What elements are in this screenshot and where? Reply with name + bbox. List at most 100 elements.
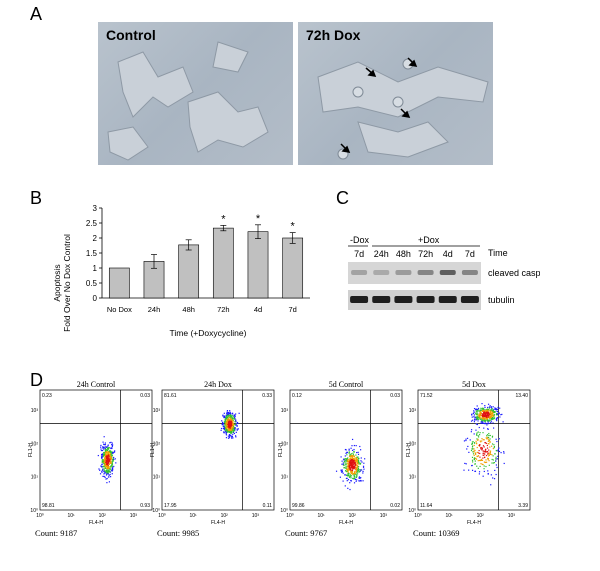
y-tick-label: 1 (93, 264, 98, 273)
y-tick-label: 1.5 (86, 249, 98, 258)
arrow-icon (407, 57, 418, 67)
blot-row-tubulin: tubulin (488, 295, 515, 305)
y-tick-label: 10³ (281, 408, 289, 414)
x-tick-label: 10² (99, 513, 107, 519)
micrograph-72h-dox: 72h Dox (298, 22, 493, 165)
y-tick-label: 3 (93, 204, 98, 213)
quadrant-percent: 0.11 (263, 503, 273, 509)
x-tick-label: 10³ (508, 513, 516, 519)
bar (212, 227, 234, 299)
band-caspase (461, 270, 478, 275)
flow-xlabel: FL4-H (211, 520, 225, 526)
y-tick-label: 10² (31, 441, 39, 447)
error-bar (151, 254, 157, 269)
arrow-icon (365, 67, 377, 77)
y-tick-label: 0.5 (86, 279, 98, 288)
arrow-icon (400, 108, 411, 118)
x-tick-label: 10² (349, 513, 357, 519)
flow-xlabel: FL4-H (339, 520, 353, 526)
x-tick-label: 10³ (380, 513, 388, 519)
quadrant-percent: 99.86 (292, 503, 305, 509)
blot-group-minus: -Dox (350, 235, 370, 245)
x-tick-label: 10⁰ (286, 513, 294, 519)
error-bar (255, 224, 261, 239)
quadrant-percent: 0.23 (42, 393, 52, 399)
y-tick-label: 10² (281, 441, 289, 447)
x-tick-label: 10² (221, 513, 229, 519)
blot-group-plus: +Dox (418, 235, 440, 245)
panel-a-letter: A (30, 4, 43, 24)
x-tick-label: 10⁰ (36, 513, 44, 519)
flow-ylabel: FL1-H (406, 443, 412, 457)
flow-plot-title: 5d Dox (462, 380, 486, 389)
flow-count: Count: 10369 (413, 528, 460, 538)
y-tick-label: 10⁰ (280, 508, 288, 514)
western-blot: -Dox +Dox Time 7d 24h 48h 72h 4d 7d cleaved c… (348, 235, 540, 310)
lane-label: 7d (354, 249, 364, 259)
blot-bands (350, 270, 479, 303)
flow-plot-title: 24h Control (77, 380, 116, 389)
x-tick-label: 10⁰ (158, 513, 166, 519)
x-tick-label: 7d (288, 305, 296, 314)
quadrant-percent: 0.33 (262, 393, 272, 399)
quadrant-percent: 98.81 (42, 503, 55, 509)
apoptosis-bar-chart: Apoptosis Fold Over No Dox Control 0 0.5 1… (52, 204, 310, 338)
significance-star: * (221, 213, 226, 225)
y-tick-label: 2.5 (86, 219, 98, 228)
flow-xlabel: FL4-H (467, 520, 481, 526)
panel-c-letter: C (336, 188, 349, 208)
y-tick-label: 10³ (153, 408, 161, 414)
flow-plot-title: 24h Dox (204, 380, 232, 389)
y-tick-label: 10¹ (409, 475, 417, 481)
y-tick-label: 10⁰ (152, 508, 160, 514)
significance-star: * (256, 213, 261, 225)
x-tick-label: 10³ (130, 513, 138, 519)
blot-lane-labels: 7d 24h 48h 72h 4d 7d (354, 249, 475, 259)
chart-ylabel-line1: Apoptosis (52, 264, 62, 301)
flow-plot-frame (417, 389, 531, 511)
x-tick-label: No Dox (107, 305, 132, 314)
bar (247, 231, 269, 299)
y-tick-label: 0 (93, 294, 98, 303)
chart-y-axis: 0 0.5 1 1.5 2 2.5 3 (86, 204, 310, 303)
bar (282, 237, 304, 299)
y-tick-label: 10¹ (281, 475, 289, 481)
micrograph-label-control: Control (106, 27, 156, 43)
flow-ylabel: FL1-H (28, 443, 34, 457)
bar (108, 267, 130, 299)
blot-time-label: Time (488, 248, 508, 258)
x-tick-label: 10¹ (67, 513, 75, 519)
band-tubulin (372, 296, 391, 303)
quadrant-percent: 0.03 (140, 393, 150, 399)
micrograph-control: Control (98, 22, 293, 165)
band-tubulin (416, 296, 435, 303)
significance-star: * (291, 221, 296, 233)
arrow-icon (340, 143, 351, 153)
cell-texture-dox (317, 57, 489, 160)
y-tick-label: 10² (153, 441, 161, 447)
x-tick-label: 48h (182, 305, 195, 314)
flow-xlabel: FL4-H (89, 520, 103, 526)
lane-label: 24h (374, 249, 389, 259)
flow-count: Count: 9187 (35, 528, 78, 538)
chart-xlabel: Time (+Doxycycline) (170, 328, 247, 338)
cell-texture-control (107, 41, 269, 161)
flow-count: Count: 9985 (157, 528, 200, 538)
flow-plot-frame (161, 389, 275, 511)
y-tick-label: 10¹ (153, 475, 161, 481)
lane-label: 72h (418, 249, 433, 259)
lane-label: 48h (396, 249, 411, 259)
error-bar (220, 225, 227, 232)
x-tick-label: 10¹ (317, 513, 325, 519)
y-tick-label: 10¹ (31, 475, 39, 481)
band-caspase (395, 270, 412, 275)
flow-count: Count: 9767 (285, 528, 328, 538)
quadrant-percent: 0.02 (390, 503, 400, 509)
y-tick-label: 10⁰ (30, 508, 38, 514)
quadrant-percent: 17.95 (164, 503, 177, 509)
quadrant-percent: 13.40 (515, 393, 528, 399)
